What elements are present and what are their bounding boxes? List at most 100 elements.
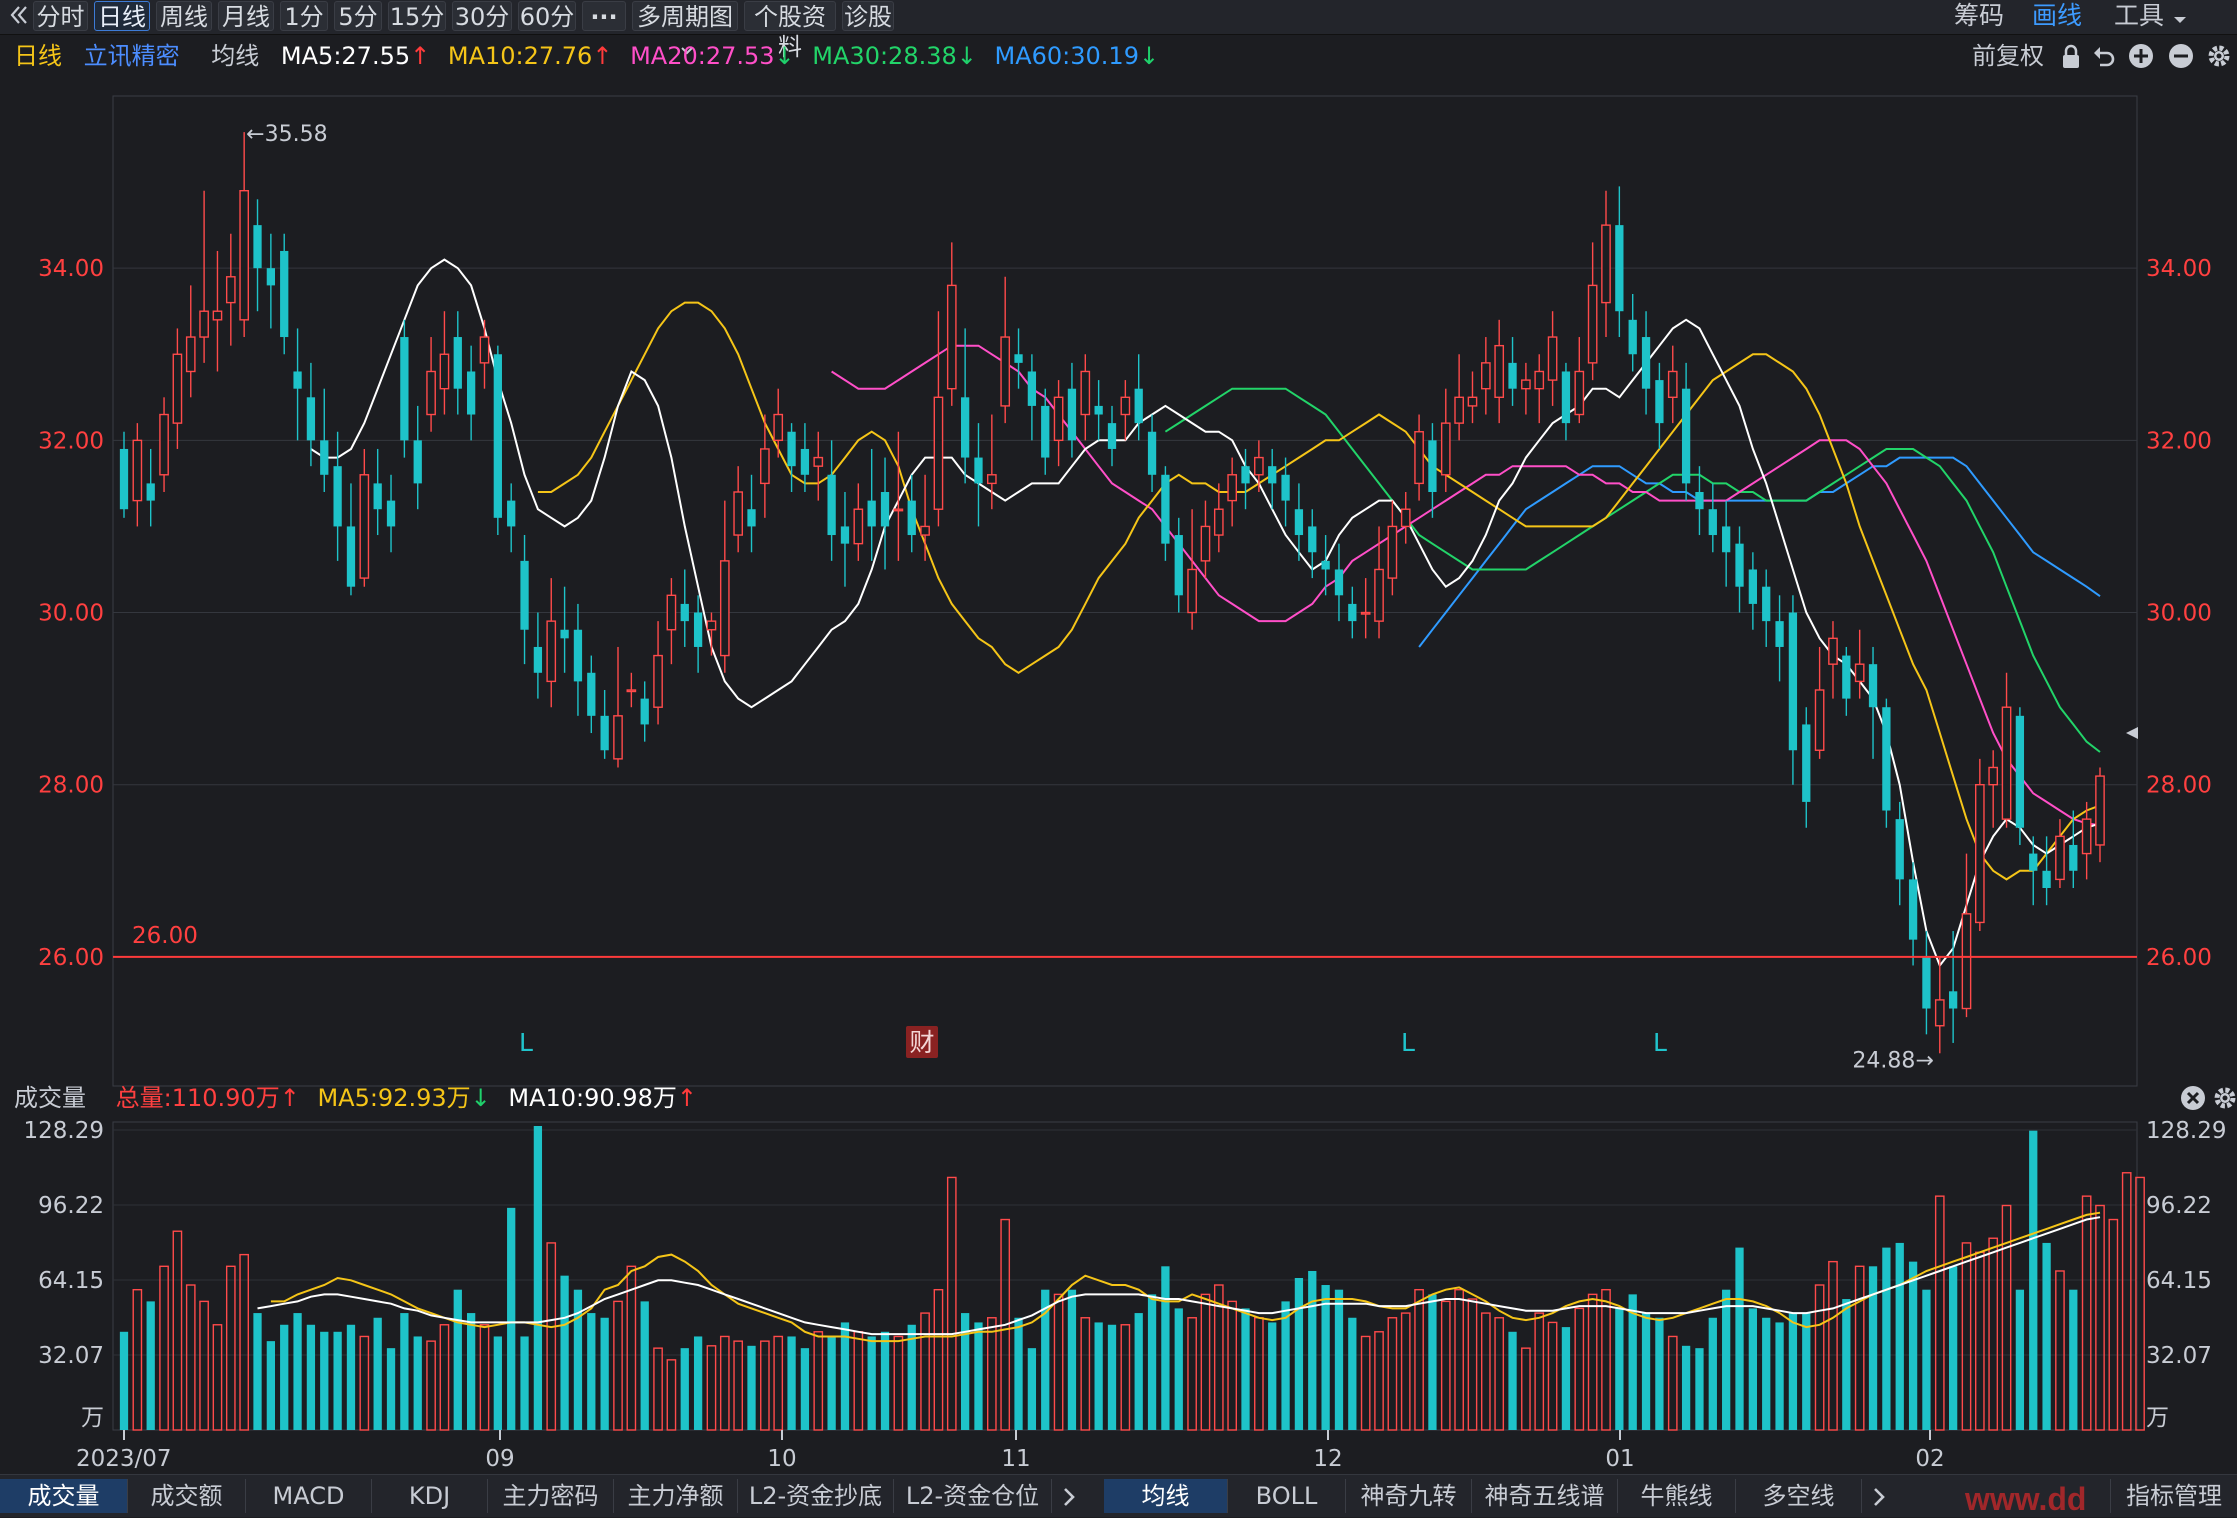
volume-bar	[1722, 1289, 1731, 1430]
volume-bar	[1854, 1265, 1865, 1431]
candle	[1400, 492, 1411, 544]
stock-profile-button[interactable]: 个股资料	[744, 1, 836, 61]
chevron-right-icon[interactable]	[1060, 1485, 1078, 1513]
drawing-button[interactable]: 画线	[2032, 1, 2083, 30]
candle-body	[1187, 568, 1197, 614]
candle	[1735, 526, 1744, 613]
lock-icon[interactable]	[2060, 44, 2082, 74]
tab-bull-bear-line[interactable]: 牛熊线	[1618, 1479, 1736, 1513]
tab-main-force-code[interactable]: 主力密码	[488, 1479, 614, 1513]
volume-bar	[706, 1345, 717, 1431]
candle-body	[359, 474, 370, 579]
candle	[946, 242, 957, 406]
volume-bar	[1882, 1247, 1891, 1430]
candle-body	[1561, 371, 1571, 424]
close-icon[interactable]	[2180, 1085, 2206, 1115]
tab-1min[interactable]: 1分	[280, 1, 328, 31]
volume-bar	[320, 1331, 329, 1430]
tab-macd[interactable]: MACD	[246, 1479, 372, 1513]
volume-unit-right: 万	[2146, 1405, 2169, 1431]
tab-boll[interactable]: BOLL	[1228, 1479, 1346, 1513]
gear-icon[interactable]	[2206, 43, 2232, 73]
volume-bar	[1828, 1260, 1838, 1431]
volume-bar	[1387, 1317, 1398, 1431]
tab-kdj[interactable]: KDJ	[372, 1479, 488, 1513]
chevron-right-icon[interactable]	[1870, 1485, 1888, 1513]
volume-bar	[1802, 1313, 1811, 1430]
candle-body	[1775, 621, 1784, 647]
candle-body	[1161, 474, 1170, 544]
candle	[439, 311, 450, 415]
volume-bar	[1895, 1242, 1904, 1430]
tab-30min[interactable]: 30分	[452, 1, 512, 31]
volume-bar	[1480, 1312, 1491, 1431]
candle	[2069, 810, 2078, 888]
x-axis-label: 11	[1001, 1446, 1030, 1472]
tab-l2-position[interactable]: L2-资金仓位	[894, 1479, 1052, 1513]
gear-icon[interactable]	[2212, 1085, 2237, 1115]
indicator-manage-button[interactable]: 指标管理	[2110, 1479, 2237, 1513]
candle	[747, 474, 756, 553]
candle	[1868, 646, 1878, 759]
candle	[587, 655, 596, 734]
tab-l2-bottom-fishing[interactable]: L2-资金抄底	[738, 1479, 894, 1513]
volume-bar	[359, 1335, 370, 1431]
tools-menu[interactable]: 工具	[2114, 0, 2188, 32]
candle-body	[413, 440, 422, 484]
candle	[1802, 707, 1811, 828]
volume-bar	[1908, 1261, 1918, 1430]
volume-bar	[1041, 1289, 1050, 1430]
volume-bar	[2135, 1176, 2145, 1431]
candle	[1494, 319, 1505, 424]
volume-bar	[1948, 1266, 1958, 1430]
tab-15min[interactable]: 15分	[388, 1, 446, 31]
volume-bar	[2121, 1172, 2132, 1431]
candle	[1334, 543, 1344, 622]
tab-fenshi[interactable]: 分时	[33, 1, 88, 31]
candle	[413, 405, 422, 510]
volume-bar	[1241, 1308, 1250, 1430]
ma5-value: MA5:27.55↑	[280, 42, 431, 70]
zoom-in-icon[interactable]	[2128, 43, 2154, 73]
volume-bar	[1053, 1293, 1064, 1431]
chip-distribution-button[interactable]: 筹码	[1954, 1, 2005, 30]
tab-monthly[interactable]: 月线	[218, 1, 274, 31]
tab-main-force-net[interactable]: 主力净额	[614, 1479, 738, 1513]
volume-legend: 成交量 总量:110.90万↑ MA5:92.93万↓ MA10:90.98万↑	[14, 1080, 697, 1116]
candle	[867, 448, 876, 561]
candle-body	[1454, 396, 1464, 424]
tab-daily[interactable]: 日线	[94, 1, 150, 31]
candle-body	[2081, 818, 2092, 855]
volume-bar	[1161, 1266, 1170, 1430]
candle-body	[840, 526, 850, 544]
candlestick-chart[interactable]: 34.00 34.00 32.00 32.00 30.00 30.00 28.00 28.00…	[0, 74, 2237, 1144]
tab-magic-five-lines[interactable]: 神奇五线谱	[1472, 1479, 1618, 1513]
candle	[386, 474, 396, 553]
tab-turnover[interactable]: 成交额	[128, 1479, 246, 1513]
candle-body	[293, 371, 302, 389]
x-axis-label: 09	[485, 1446, 514, 1472]
ma30-value: MA30:28.38↓	[812, 42, 977, 70]
price-tick-right: 32.00	[2146, 428, 2212, 454]
candle	[693, 595, 703, 673]
candle	[1828, 621, 1838, 699]
more-periods-button[interactable]: ···	[582, 1, 626, 31]
stock-name[interactable]: 立讯精密	[83, 42, 180, 70]
tab-magic-nine[interactable]: 神奇九转	[1346, 1479, 1472, 1513]
candle-body	[266, 268, 276, 286]
tab-volume[interactable]: 成交量	[0, 1479, 128, 1513]
tab-60min[interactable]: 60分	[518, 1, 576, 31]
tab-5min[interactable]: 5分	[334, 1, 382, 31]
tab-long-short-line[interactable]: 多空线	[1736, 1479, 1862, 1513]
zoom-out-icon[interactable]	[2168, 43, 2194, 73]
candle-body	[2095, 775, 2105, 846]
ma5-line	[310, 258, 2101, 968]
undo-icon[interactable]	[2092, 44, 2116, 74]
double-chevron-left-icon[interactable]	[8, 0, 30, 32]
price-adjust-selector[interactable]: 前复权	[1972, 42, 2044, 70]
multi-period-dropdown[interactable]: 多周期图	[632, 1, 738, 55]
tab-weekly[interactable]: 周线	[156, 1, 212, 31]
diagnose-button[interactable]: 诊股	[842, 1, 894, 31]
tab-ma[interactable]: 均线	[1104, 1479, 1228, 1513]
volume-chart[interactable]: 128.29 128.29 96.22 96.22 64.15 64.15 32.07 32.…	[0, 1112, 2237, 1474]
